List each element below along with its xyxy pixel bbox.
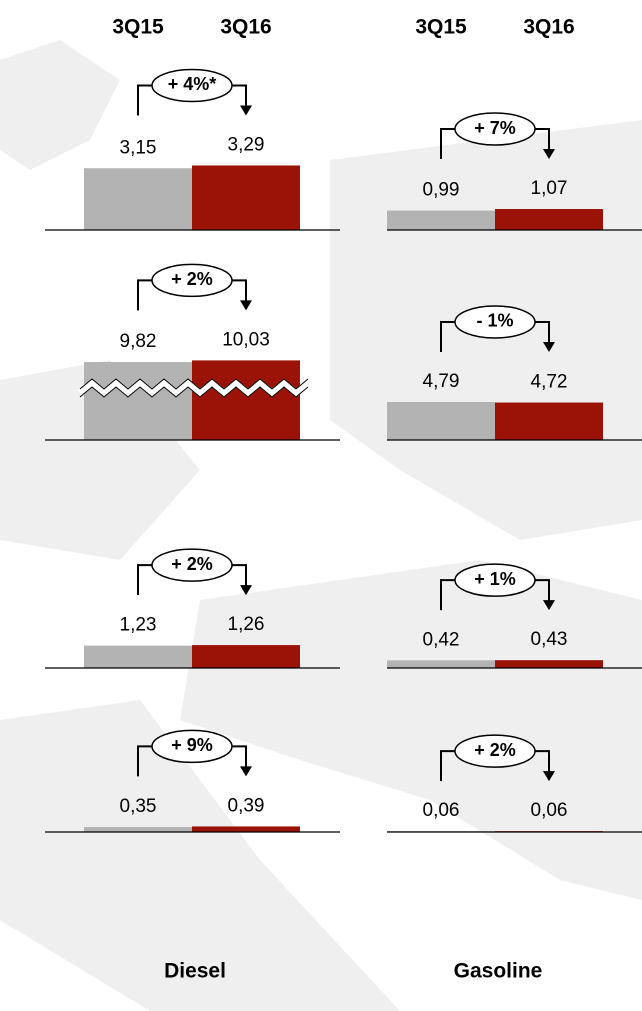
value-label: 0,35 bbox=[120, 796, 157, 817]
column-title: Gasoline bbox=[454, 960, 543, 983]
change-annotation: + 9% bbox=[171, 735, 213, 755]
value-label: 0,06 bbox=[423, 800, 460, 821]
change-bracket bbox=[137, 564, 247, 596]
axis-break-edge bbox=[79, 386, 309, 398]
change-bracket bbox=[440, 128, 550, 160]
change-annotation: - 1% bbox=[476, 311, 513, 331]
value-label: 10,03 bbox=[222, 329, 270, 350]
value-label: 4,72 bbox=[531, 372, 568, 393]
change-bracket bbox=[440, 579, 550, 611]
bar bbox=[192, 826, 300, 832]
change-oval bbox=[454, 305, 536, 339]
change-annotation: + 1% bbox=[474, 569, 516, 589]
category-header: 3Q15 bbox=[415, 16, 467, 39]
arrow-head bbox=[543, 341, 555, 352]
value-label: 0,39 bbox=[228, 795, 265, 816]
axis-break-edge bbox=[79, 378, 309, 390]
change-annotation: + 4%* bbox=[168, 74, 217, 94]
change-bracket bbox=[440, 750, 550, 782]
value-label: 1,23 bbox=[120, 615, 157, 636]
value-label: 1,07 bbox=[531, 178, 568, 199]
bar bbox=[192, 645, 300, 668]
bar bbox=[84, 827, 192, 832]
change-annotation: + 2% bbox=[171, 269, 213, 289]
value-label: 3,29 bbox=[228, 135, 265, 156]
change-oval bbox=[454, 734, 536, 768]
arrow-head bbox=[543, 149, 555, 160]
arrow-head bbox=[240, 300, 252, 311]
change-bracket bbox=[137, 279, 247, 311]
arrow-head bbox=[240, 105, 252, 116]
value-label: 9,82 bbox=[120, 331, 157, 352]
value-label: 1,26 bbox=[228, 614, 265, 635]
change-oval bbox=[151, 548, 233, 582]
value-label: 4,79 bbox=[423, 371, 460, 392]
change-bracket bbox=[440, 320, 550, 352]
arrow-head bbox=[240, 585, 252, 596]
change-annotation: + 2% bbox=[474, 740, 516, 760]
arrow-head bbox=[543, 771, 555, 782]
change-oval bbox=[454, 112, 536, 146]
value-label: 0,99 bbox=[423, 180, 460, 201]
value-label: 0,42 bbox=[423, 629, 460, 650]
background-map bbox=[0, 40, 642, 1011]
change-bracket bbox=[137, 745, 247, 777]
bar bbox=[387, 401, 495, 440]
bar bbox=[192, 360, 300, 440]
value-label: 0,06 bbox=[531, 800, 568, 821]
change-annotation: + 2% bbox=[171, 554, 213, 574]
change-oval bbox=[454, 563, 536, 597]
change-oval bbox=[151, 263, 233, 298]
bar bbox=[84, 362, 192, 440]
arrow-head bbox=[543, 600, 555, 611]
change-annotation: + 7% bbox=[474, 118, 516, 138]
bar bbox=[84, 645, 192, 668]
category-header: 3Q16 bbox=[523, 16, 574, 39]
category-header: 3Q15 bbox=[112, 16, 164, 39]
bar bbox=[495, 660, 603, 668]
category-header: 3Q16 bbox=[220, 16, 271, 39]
change-bracket bbox=[137, 84, 247, 116]
bar bbox=[387, 660, 495, 668]
arrow-head bbox=[240, 766, 252, 777]
bar bbox=[495, 402, 603, 440]
bar bbox=[387, 210, 495, 230]
bar bbox=[495, 209, 603, 230]
axis-break bbox=[77, 378, 311, 398]
change-oval bbox=[151, 68, 233, 103]
value-label: 3,15 bbox=[120, 137, 157, 158]
bar bbox=[192, 165, 300, 230]
value-label: 0,43 bbox=[531, 629, 568, 650]
column-title: Diesel bbox=[164, 960, 226, 983]
bar bbox=[84, 168, 192, 230]
change-oval bbox=[151, 729, 233, 764]
